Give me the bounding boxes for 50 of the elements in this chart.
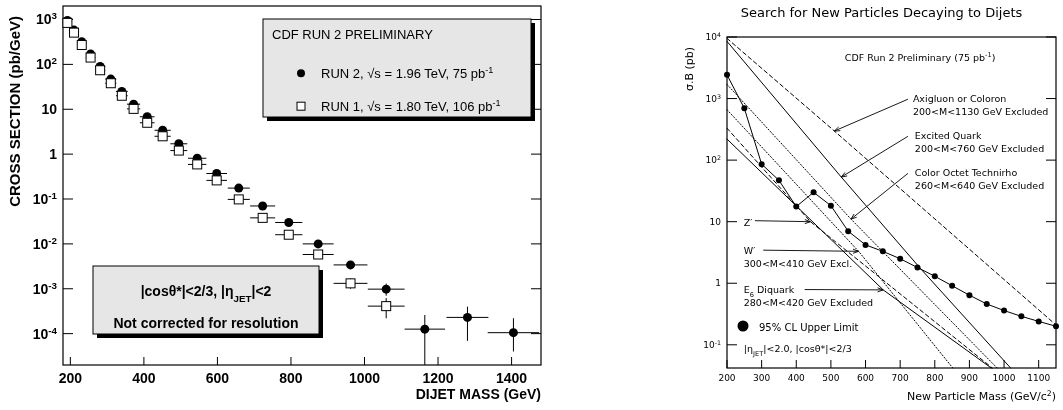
y-axis-title: CROSS SECTION (pb/GeV): [6, 16, 23, 207]
annotation: Excited Quark 200<M<760 GeV Excluded: [914, 129, 1045, 154]
x-tick-label: 500: [822, 373, 840, 383]
legend-label: RUN 1, √s = 1.80 TeV, 106 pb$^{-1}$: [321, 97, 501, 114]
annotation: W′ 300<M<410 GeV Excl.: [743, 245, 853, 270]
x-tick-label: 700: [891, 373, 910, 383]
y-tick-label: 10$^{-1}$: [32, 189, 58, 207]
y-tick-label: 1: [49, 146, 58, 163]
x-tick-label: 900: [960, 373, 979, 383]
y-tick-label: 10$^{2}$: [705, 153, 721, 166]
y-tick-label: 10$^{3}$: [705, 92, 721, 104]
x-tick-label: 1000: [348, 370, 381, 386]
annotation: Axigluon or Coloron 200<M<1130 GeV Excluded: [912, 93, 1049, 118]
y-tick-label: 1: [715, 278, 721, 289]
x-tick-label: 600: [205, 370, 230, 386]
y-tick-label: 10$^{-4}$: [32, 324, 58, 342]
y-tick-label: 10: [41, 101, 58, 118]
y-tick-label: 10$^{4}$: [705, 30, 721, 43]
y-tick-label: 10$^{-2}$: [32, 234, 58, 252]
x-tick-label: 400: [787, 373, 806, 383]
x-axis-title: New Particle Mass (GeV/c$^{2}$): [907, 388, 1056, 403]
annotation: Color Octet Technirho 260<M<640 GeV Excluded: [914, 167, 1045, 192]
x-tick-label: 200: [58, 370, 83, 386]
y-axis-title: σ.B (pb): [683, 47, 696, 92]
annotation: Not corrected for resolution: [113, 315, 299, 331]
x-tick-label: 200: [718, 373, 736, 383]
x-tick-label: 1000: [992, 373, 1016, 383]
x-axis-title: DIJET MASS (GeV): [415, 386, 541, 402]
annotation: |cosθ*|<2/3, |η$_{JET}$|<2: [140, 283, 272, 304]
chart-title: Search for New Particles Decaying to Dijets: [740, 5, 1023, 20]
legend-label: RUN 2, √s = 1.96 TeV, 75 pb$^{-1}$: [321, 64, 494, 81]
x-tick-label: 800: [926, 373, 944, 383]
x-tick-label: 600: [856, 373, 875, 383]
y-tick-label: 10$^{-3}$: [32, 279, 58, 297]
legend-title: CDF RUN 2 PRELIMINARY: [272, 27, 434, 42]
y-tick-label: 10: [709, 216, 722, 227]
annotation: Z′: [743, 216, 753, 228]
y-tick-label: 10$^{-1}$: [703, 338, 721, 350]
x-tick-label: 300: [753, 373, 771, 383]
y-tick-label: 10$^{3}$: [35, 9, 58, 28]
x-tick-label: 400: [132, 370, 156, 386]
x-tick-label: 800: [279, 370, 303, 386]
x-tick-label: 1200: [422, 370, 454, 386]
annotation: |η$_{JET}$|<2.0, |cosθ*|<2/3: [743, 343, 852, 359]
annotation: CDF Run 2 Preliminary (75 pb$^{-1}$): [844, 50, 996, 63]
y-tick-label: 10$^{2}$: [35, 54, 58, 73]
x-tick-label: 1100: [1027, 373, 1051, 383]
legend-label: 95% CL Upper Limit: [759, 321, 859, 333]
x-tick-label: 1400: [496, 370, 528, 386]
annotation: E$_{6}$ Diquark 280<M<420 GeV Excluded: [743, 284, 874, 309]
